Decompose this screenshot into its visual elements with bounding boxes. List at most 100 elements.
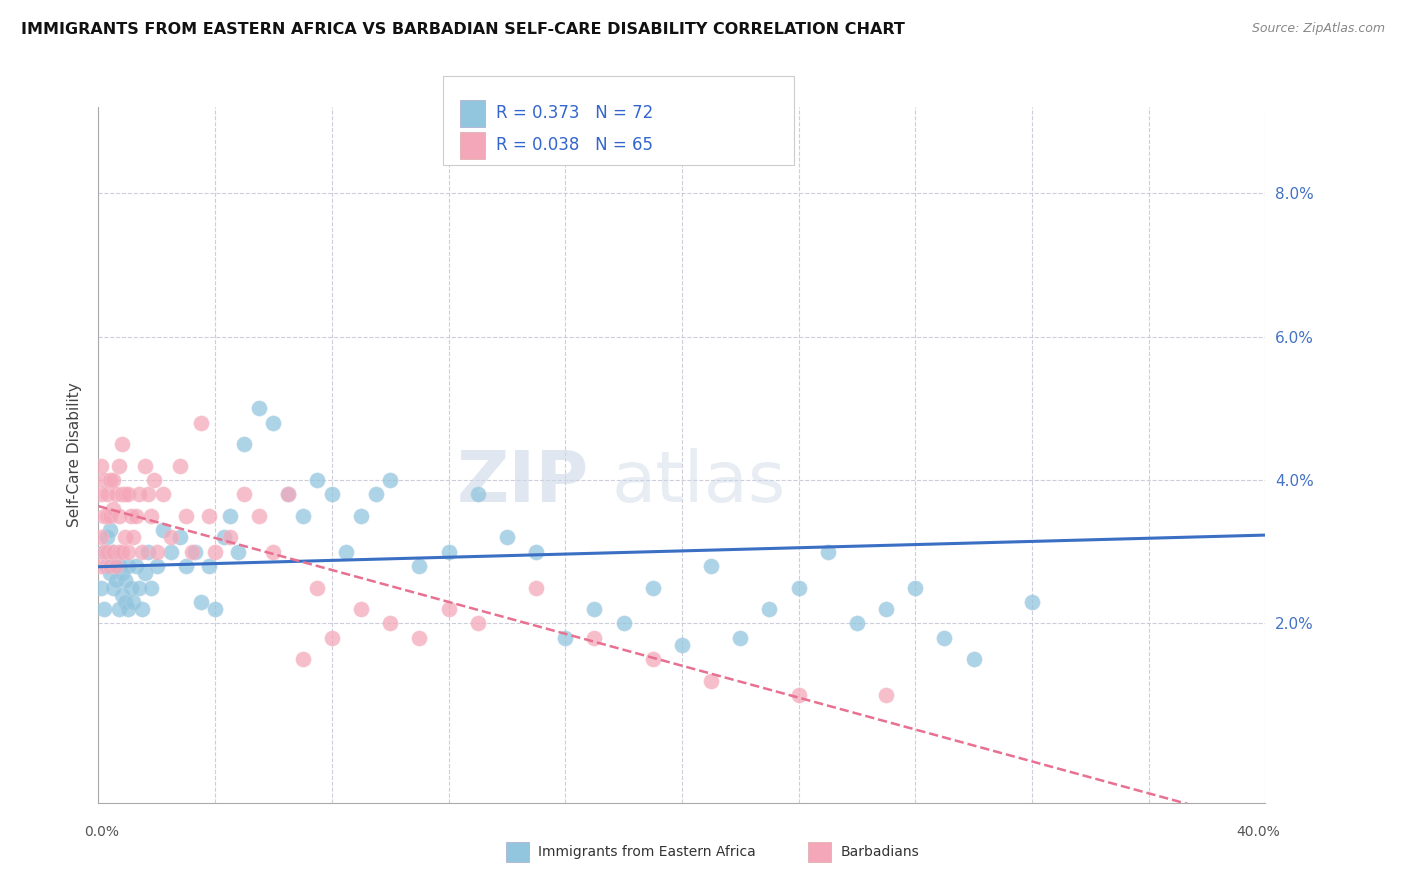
Point: [378, 473, 402, 487]
Point: [104, 574, 127, 588]
Point: [904, 581, 927, 595]
Point: [134, 566, 156, 581]
Point: [90, 487, 112, 501]
Point: [125, 559, 148, 574]
Text: R = 0.373   N = 72: R = 0.373 N = 72: [496, 104, 654, 122]
Point: [583, 631, 606, 645]
Point: [117, 559, 139, 574]
Point: [291, 508, 314, 523]
Point: [262, 416, 284, 430]
Point: [190, 595, 212, 609]
Point: [190, 416, 212, 430]
Text: 40.0%: 40.0%: [1236, 825, 1281, 839]
Point: [228, 545, 250, 559]
Point: [247, 508, 270, 523]
Point: [180, 545, 202, 559]
Text: IMMIGRANTS FROM EASTERN AFRICA VS BARBADIAN SELF-CARE DISABILITY CORRELATION CHA: IMMIGRANTS FROM EASTERN AFRICA VS BARBAD…: [21, 22, 905, 37]
Point: [212, 530, 235, 544]
Point: [845, 616, 868, 631]
Point: [524, 581, 547, 595]
Point: [131, 602, 153, 616]
Point: [96, 487, 118, 501]
Point: [728, 631, 751, 645]
Point: [291, 652, 314, 666]
Point: [335, 545, 357, 559]
Point: [758, 602, 780, 616]
Point: [307, 581, 329, 595]
Point: [233, 437, 256, 451]
Point: [277, 487, 299, 501]
Point: [174, 508, 197, 523]
Point: [146, 559, 169, 574]
Point: [364, 487, 387, 501]
Point: [108, 602, 131, 616]
Point: [152, 523, 174, 537]
Point: [108, 508, 131, 523]
Point: [128, 581, 150, 595]
Point: [350, 508, 373, 523]
Point: [169, 458, 191, 473]
Point: [218, 508, 240, 523]
Point: [114, 595, 136, 609]
Point: [934, 631, 956, 645]
Point: [114, 487, 136, 501]
Point: [98, 566, 121, 581]
Point: [108, 545, 131, 559]
Point: [233, 487, 256, 501]
Text: R = 0.038   N = 65: R = 0.038 N = 65: [496, 136, 654, 154]
Point: [139, 508, 162, 523]
Point: [146, 545, 169, 559]
Point: [495, 530, 517, 544]
Point: [641, 652, 664, 666]
Point: [218, 530, 240, 544]
Point: [160, 545, 183, 559]
Point: [104, 487, 127, 501]
Point: [114, 530, 136, 544]
Point: [139, 581, 162, 595]
Point: [131, 545, 153, 559]
Point: [114, 574, 136, 588]
Point: [174, 559, 197, 574]
Point: [108, 458, 131, 473]
Point: [101, 501, 124, 516]
Point: [93, 545, 115, 559]
Text: Source: ZipAtlas.com: Source: ZipAtlas.com: [1251, 22, 1385, 36]
Point: [134, 458, 156, 473]
Point: [117, 545, 139, 559]
Y-axis label: Self-Care Disability: Self-Care Disability: [67, 383, 83, 527]
Point: [98, 559, 121, 574]
Point: [524, 545, 547, 559]
Text: atlas: atlas: [612, 449, 786, 517]
Point: [700, 559, 723, 574]
Point: [90, 458, 112, 473]
Point: [875, 688, 897, 702]
Point: [98, 523, 121, 537]
Point: [641, 581, 664, 595]
Point: [128, 487, 150, 501]
Point: [408, 631, 430, 645]
Point: [96, 559, 118, 574]
Point: [437, 545, 460, 559]
Text: ZIP: ZIP: [457, 449, 589, 517]
Point: [321, 487, 343, 501]
Point: [111, 437, 134, 451]
Point: [122, 530, 145, 544]
Point: [90, 530, 112, 544]
Text: Immigrants from Eastern Africa: Immigrants from Eastern Africa: [538, 845, 756, 859]
Point: [198, 559, 221, 574]
Text: Barbadians: Barbadians: [841, 845, 920, 859]
Point: [90, 559, 112, 574]
Point: [101, 473, 124, 487]
Point: [104, 552, 127, 566]
Point: [378, 616, 402, 631]
Point: [152, 487, 174, 501]
Text: 0.0%: 0.0%: [84, 825, 118, 839]
Point: [104, 559, 127, 574]
Point: [583, 602, 606, 616]
Point: [98, 473, 121, 487]
Point: [350, 602, 373, 616]
Point: [93, 473, 115, 487]
Point: [117, 487, 139, 501]
Point: [467, 616, 489, 631]
Point: [120, 508, 142, 523]
